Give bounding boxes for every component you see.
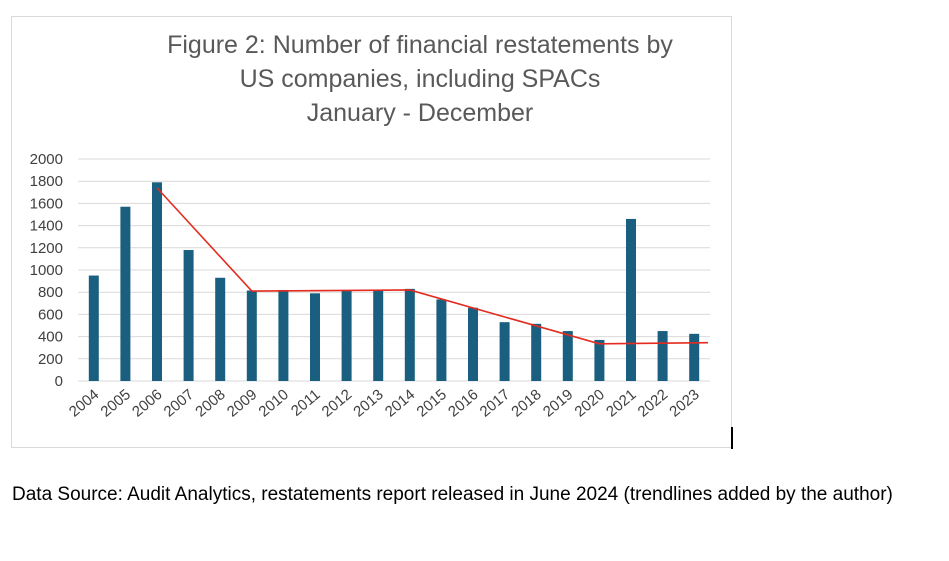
x-tick-label: 2018 — [508, 386, 544, 420]
bar-2017 — [499, 322, 510, 381]
bar-2013 — [373, 290, 384, 381]
y-tick-label: 1200 — [30, 240, 63, 257]
trendlines — [156, 187, 709, 345]
x-tick-label: 2023 — [666, 386, 702, 420]
x-tick-label: 2005 — [97, 386, 133, 420]
trendline — [156, 187, 709, 345]
y-tick-label: 600 — [38, 306, 63, 323]
bar-2023 — [689, 333, 700, 381]
x-tick-label: 2011 — [288, 386, 324, 420]
y-tick-label: 1600 — [30, 195, 63, 212]
bar-2018 — [531, 323, 542, 381]
y-tick-label: 1400 — [30, 218, 63, 235]
x-tick-label: 2013 — [350, 386, 386, 420]
gridlines — [78, 158, 710, 382]
x-tick-label: 2007 — [161, 386, 197, 420]
bar-2015 — [436, 299, 447, 381]
y-tick-label: 800 — [38, 284, 63, 301]
y-tick-label: 200 — [38, 351, 63, 368]
y-tick-label: 0 — [55, 373, 63, 390]
y-tick-label: 2000 — [30, 151, 63, 168]
bar-2021 — [626, 218, 636, 381]
bar-2007 — [183, 250, 194, 381]
chart-frame — [11, 16, 732, 448]
x-tick-label: 2012 — [319, 386, 355, 420]
chart-title-line-2: US companies, including SPACs — [239, 65, 601, 93]
x-tick-label: 2008 — [192, 386, 228, 420]
y-tick-label: 400 — [38, 329, 63, 346]
chart-title: Figure 2: Number of financial restatemen… — [120, 28, 720, 130]
bars — [88, 182, 700, 381]
x-tick-label: 2022 — [635, 386, 671, 420]
x-tick-label: 2020 — [571, 386, 607, 420]
x-tick-label: 2009 — [224, 386, 260, 420]
x-tick-label: 2016 — [445, 386, 481, 420]
bar-2022 — [657, 331, 668, 381]
bar-2014 — [404, 288, 415, 381]
x-tick-label: 2019 — [540, 386, 576, 420]
x-tick-label: 2004 — [66, 386, 102, 420]
text-cursor — [731, 427, 733, 449]
y-axis-ticks: 0 200 400 600 800 1000 1200 1400 1600 1800 2000 — [30, 151, 63, 390]
bar-2006 — [152, 182, 162, 381]
bar-2004 — [88, 275, 99, 381]
x-tick-label: 2010 — [255, 386, 291, 420]
bar-2016 — [468, 307, 478, 381]
bar-2010 — [278, 289, 289, 381]
bar-2019 — [562, 331, 573, 381]
x-tick-label: 2021 — [603, 386, 639, 420]
x-axis-ticks: 2004200520062007200820092010201120122013… — [66, 386, 703, 420]
bar-2005 — [120, 206, 131, 381]
bar-2008 — [215, 277, 226, 381]
bar-2012 — [341, 290, 352, 381]
y-tick-label: 1000 — [30, 262, 63, 279]
bar-2011 — [310, 293, 320, 381]
bar-2020 — [594, 339, 605, 381]
y-tick-label: 1800 — [30, 173, 63, 190]
x-tick-label: 2006 — [129, 386, 165, 420]
x-tick-label: 2015 — [413, 386, 449, 420]
chart-title-line-1: Figure 2: Number of financial restatemen… — [167, 31, 673, 59]
data-source-caption: Data Source: Audit Analytics, restatemen… — [12, 484, 893, 505]
x-tick-label: 2017 — [477, 386, 513, 420]
x-tick-label: 2014 — [382, 386, 418, 420]
bar-2009 — [246, 290, 257, 381]
chart-title-line-3: January - December — [306, 99, 534, 127]
